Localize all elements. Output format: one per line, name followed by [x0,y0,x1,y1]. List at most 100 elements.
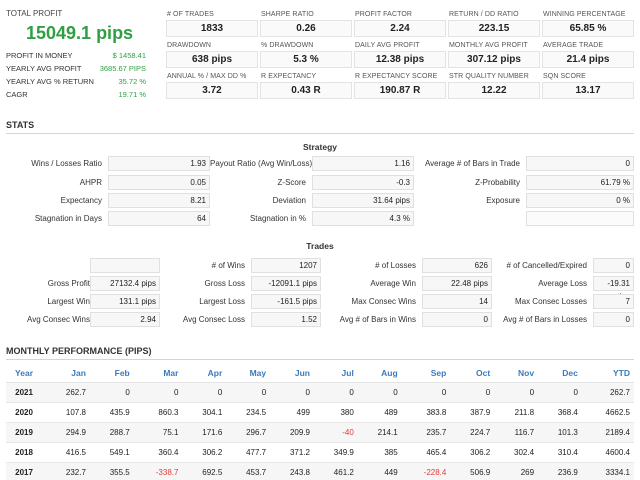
month-cell: 224.7 [450,422,495,443]
month-cell: 499 [270,402,314,423]
column-header: Mar [133,365,183,383]
month-cell: 214.1 [357,422,402,443]
summary-label: CAGR [6,90,28,99]
stat-value: 0 [593,258,634,273]
stat-label: Max Consec Wins [351,297,416,306]
stat-value [90,258,160,273]
month-cell: 4662.5 [581,402,634,423]
stat-value: 61.79 % [526,175,634,190]
metrics-grid: # OF TRADES 1833 SHARPE RATIO 0.26 PROFIT FA… [166,10,634,99]
year-cell: 2019 [6,422,47,443]
month-cell: 0 [538,382,582,403]
stat-value: 22.48 pips [422,276,492,291]
stat-label: Stagnation in Days [34,214,102,223]
trades-row: Avg Consec Wins 2.94 Avg Consec Loss 1.52 Av… [6,312,634,327]
month-cell: 368.4 [538,402,582,423]
metric-label: SQN SCORE [543,73,586,80]
month-cell: 107.8 [46,402,90,423]
month-cell: 387.9 [450,402,495,423]
summary-row: YEARLY AVG % RETURN 35.72 % [6,75,146,88]
metric-card: DRAWDOWN 638 pips [166,41,258,68]
month-cell: 453.7 [226,462,271,480]
stat-label: Z-Score [277,178,306,187]
divider [6,359,634,360]
month-cell: 269 [494,462,539,480]
month-cell: 304.1 [182,402,227,423]
month-cell: -338.7 [133,462,183,480]
month-cell: 4600.4 [581,442,634,463]
month-cell: -40 [313,422,358,443]
stat-label [6,258,90,273]
metric-label: MONTHLY AVG PROFIT [449,42,528,49]
month-cell: 461.2 [313,462,358,480]
year-cell: 2020 [6,402,47,423]
stat-label: Max Consec Losses [514,297,587,306]
month-cell: 355.5 [89,462,134,480]
metric-label: PROFIT FACTOR [355,11,413,18]
metric-value: 3.72 [166,82,258,99]
metric-label: SHARPE RATIO [261,11,314,18]
month-cell: 306.2 [182,442,227,463]
trades-title: Trades [306,241,334,251]
month-cell: 232.7 [46,462,90,480]
month-cell: 0 [494,382,539,403]
month-cell: 416.5 [46,442,90,463]
column-header: May [226,365,271,383]
metric-value: 13.17 [542,82,634,99]
metric-value: 21.4 pips [542,51,634,68]
stat-value: -161.5 pips [251,294,321,309]
month-cell: 234.5 [226,402,271,423]
stat-label: # of Losses [375,261,416,270]
month-cell: 449 [357,462,402,480]
metric-card: DAILY AVG PROFIT 12.38 pips [354,41,446,68]
summary-label: YEARLY AVG PROFIT [6,64,82,73]
stat-value: 8.21 [108,193,210,208]
trades-row: # of Wins 1207 # of Losses 626 # of Cancelle… [6,258,634,273]
metric-card: R EXPECTANCY SCORE 190.87 R [354,72,446,99]
month-cell: 262.7 [581,382,634,403]
metric-label: % DRAWDOWN [261,42,314,49]
stat-label: Deviation [272,196,306,205]
table-header-row: Year Jan Feb Mar Apr May Jun Jul Aug Sep Oct Nov Dec… [6,365,634,383]
month-cell: 288.7 [89,422,134,443]
table-row: 2019 294.9 288.7 75.1 171.6 296.7 209.9 -40 214.… [6,422,634,443]
month-cell: 435.9 [89,402,134,423]
month-cell: 2189.4 [581,422,634,443]
stat-value: 1.93 [108,156,210,171]
month-cell: 236.9 [538,462,582,480]
strategy-title: Strategy [302,142,337,152]
column-header: Jan [46,365,90,383]
month-cell: 380 [313,402,358,423]
year-cell: 2021 [6,382,47,403]
summary-value: 19.71 % [118,90,146,99]
total-profit-label: TOTAL PROFIT [6,9,63,18]
month-cell: 294.9 [46,422,90,443]
month-cell: 0 [450,382,495,403]
stat-label [414,211,520,226]
stat-value: -0.3 [312,175,414,190]
month-cell: -228.4 [401,462,451,480]
column-header: Feb [89,365,134,383]
metric-value: 12.38 pips [354,51,446,68]
month-cell: 235.7 [401,422,451,443]
month-cell: 0 [270,382,314,403]
column-header: Apr [182,365,227,383]
stat-value: 0 [593,312,634,327]
stat-label: Average # of Bars in Trade [424,159,520,168]
month-cell: 692.5 [182,462,227,480]
metric-card: WINNING PERCENTAGE 65.85 % [542,10,634,37]
table-row: 2021 262.7 0 0 0 0 0 0 0 0 0 0 0 262.7 [6,382,634,403]
stat-label: Expectancy [60,196,102,205]
metric-label: DAILY AVG PROFIT [355,42,420,49]
metric-card: # OF TRADES 1833 [166,10,258,37]
metric-label: WINNING PERCENTAGE [543,11,626,18]
column-header: Oct [450,365,495,383]
column-header: Aug [357,365,402,383]
stat-value: 64 [108,211,210,226]
metric-card: R EXPECTANCY 0.43 R [260,72,352,99]
metric-label: STR QUALITY NUMBER [449,73,529,80]
month-cell: 0 [226,382,271,403]
table-row: 2017 232.7 355.5 -338.7 692.5 453.7 243.8 461.2… [6,462,634,480]
summary-value: 3685.67 PIPS [99,64,146,73]
stat-value: 31.64 pips [312,193,414,208]
